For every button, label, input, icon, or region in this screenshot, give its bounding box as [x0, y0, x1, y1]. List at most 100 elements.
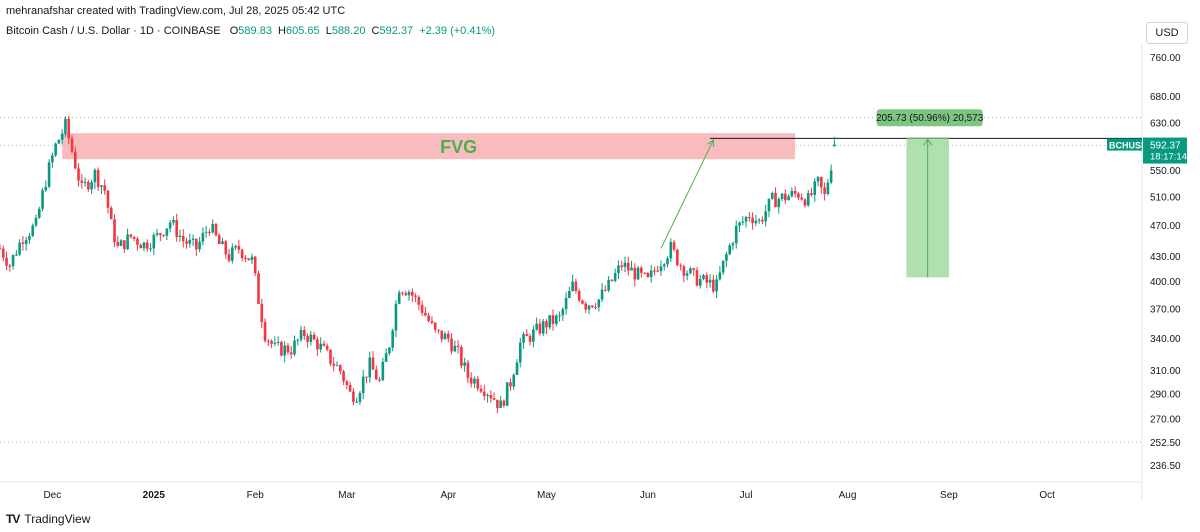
candle-body-98 — [319, 343, 322, 350]
candle-body-231 — [754, 220, 758, 224]
candle-body-213 — [695, 270, 699, 286]
candle-body-95 — [309, 334, 313, 342]
candle-body-212 — [692, 268, 696, 271]
candle-body-250 — [816, 176, 820, 182]
candle-body-81 — [263, 322, 267, 341]
candle-body-70 — [227, 254, 231, 261]
last-price-value: 592.37 — [1150, 141, 1181, 152]
candle-body-249 — [813, 181, 817, 195]
candle-body-14 — [44, 186, 48, 191]
candle-body-18 — [57, 139, 61, 144]
candle-body-93 — [303, 330, 306, 336]
candle-body-40 — [129, 234, 133, 237]
candle-body-11 — [34, 217, 38, 226]
candle-body-65 — [211, 224, 214, 233]
price-tick-0: 760.00 — [1150, 53, 1181, 64]
candle-body-71 — [231, 247, 234, 261]
candle-body-227 — [741, 221, 745, 223]
candle-body-21 — [67, 118, 71, 139]
candle-body-86 — [280, 341, 283, 356]
measure-label-bg — [876, 109, 983, 127]
candle-body-66 — [214, 224, 218, 236]
candle-body-35 — [113, 219, 116, 243]
candle-body-13 — [41, 190, 44, 209]
candle-body-183 — [597, 299, 601, 308]
candle-body-45 — [145, 242, 149, 249]
candle-body-100 — [325, 345, 329, 350]
candle-body-180 — [587, 305, 591, 310]
symbol-badge — [1107, 138, 1142, 151]
candle-body-108 — [352, 391, 355, 402]
candle-body-109 — [355, 401, 358, 403]
candle-body-26 — [83, 182, 87, 184]
candle-body-97 — [316, 339, 319, 350]
candle-body-173 — [564, 298, 568, 310]
candle-body-245 — [800, 197, 803, 200]
price-tick-1: 680.00 — [1150, 92, 1181, 103]
symbol-name[interactable]: Bitcoin Cash / U.S. Dollar · 1D · COINBA… — [6, 25, 221, 37]
candle-body-184 — [600, 289, 604, 300]
price-tick-12: 290.00 — [1150, 390, 1181, 401]
candle-body-129 — [420, 304, 424, 313]
candle-body-193 — [630, 267, 633, 271]
candle-body-209 — [682, 266, 686, 276]
candle-body-2 — [5, 257, 8, 266]
candle-body-241 — [787, 196, 790, 201]
candle-body-214 — [698, 279, 702, 286]
candle-body-230 — [751, 217, 754, 224]
candle-body-207 — [676, 249, 679, 266]
symbol-legend: Bitcoin Cash / U.S. Dollar · 1D · COINBA… — [6, 25, 498, 37]
candle-body-224 — [731, 243, 735, 246]
candle-body-219 — [715, 279, 718, 292]
candle-body-89 — [289, 352, 293, 355]
candle-body-164 — [535, 323, 538, 330]
countdown-value: 18:17:14 — [1150, 152, 1187, 163]
candle-body-141 — [460, 346, 463, 366]
candle-body-32 — [103, 185, 107, 191]
candle-body-172 — [561, 309, 565, 316]
currency-selector[interactable]: USD — [1146, 22, 1188, 44]
candle-body-238 — [777, 199, 781, 208]
candle-body-255 — [833, 144, 836, 147]
candle-body-235 — [767, 198, 771, 212]
candle-body-222 — [725, 254, 728, 261]
candle-body-112 — [365, 376, 368, 378]
candle-body-137 — [446, 333, 450, 339]
candle-body-169 — [551, 315, 555, 324]
candle-body-51 — [165, 228, 169, 236]
candle-body-9 — [28, 235, 31, 240]
time-tick-2: Feb — [247, 490, 265, 501]
candle-body-248 — [810, 193, 813, 195]
candle-body-19 — [60, 133, 64, 140]
candle-body-118 — [384, 353, 388, 362]
price-tick-8: 400.00 — [1150, 277, 1181, 288]
candle-body-48 — [155, 233, 159, 235]
time-tick-9: Sep — [940, 490, 958, 501]
price-tick-2: 630.00 — [1150, 119, 1181, 130]
time-tick-10: Oct — [1039, 490, 1055, 501]
price-tick-5: 510.00 — [1150, 192, 1181, 203]
candle-body-105 — [342, 371, 345, 382]
candle-body-69 — [224, 241, 228, 255]
candle-body-63 — [204, 231, 208, 233]
candle-body-205 — [669, 242, 673, 259]
candle-body-252 — [823, 187, 826, 195]
candle-body-175 — [571, 281, 574, 292]
candle-body-143 — [466, 362, 470, 378]
candle-body-64 — [208, 231, 211, 233]
change-value: +2.39 (+0.41%) — [419, 25, 496, 37]
candle-body-3 — [8, 265, 12, 267]
trend-arrow-line — [660, 139, 714, 249]
symbol-badge-text: BCHUSD — [1109, 141, 1148, 151]
candle-body-54 — [175, 219, 178, 238]
candle-body-181 — [590, 305, 594, 308]
last-price-badge — [1143, 137, 1187, 164]
candle-body-153 — [499, 400, 502, 408]
candle-body-122 — [397, 292, 401, 304]
candle-body-57 — [185, 241, 188, 244]
candle-body-106 — [345, 381, 349, 386]
candle-body-229 — [748, 216, 751, 218]
candle-body-146 — [476, 378, 480, 389]
candle-body-62 — [201, 232, 205, 242]
